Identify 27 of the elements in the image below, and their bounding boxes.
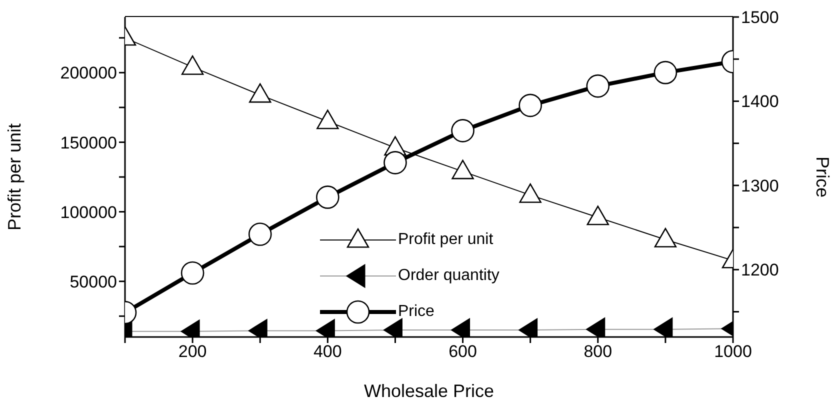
x-tick-label: 600	[448, 342, 477, 362]
point	[654, 60, 678, 84]
y2-tick-label: 1400	[741, 92, 779, 112]
y-tick-label: 100000	[60, 202, 117, 222]
legend-label: Order quantity	[398, 267, 500, 285]
point	[451, 119, 474, 142]
legend-label: Price	[398, 303, 434, 321]
y-tick-label: 200000	[60, 64, 117, 83]
point	[248, 222, 272, 246]
point	[180, 261, 204, 285]
y2-tick-label: 1200	[741, 260, 779, 280]
x-tick-label: 400	[313, 342, 342, 362]
point	[316, 186, 340, 209]
legend-label: Profit per unit	[398, 231, 494, 249]
y-axis-title: Profit per unit	[4, 123, 24, 231]
y2-axis-title: Price	[812, 156, 833, 198]
x-axis-title: Wholesale Price	[364, 381, 494, 401]
point	[384, 151, 407, 174]
y-tick-label: 50000	[70, 272, 117, 292]
x-tick-label: 200	[178, 342, 207, 362]
x-tick-label: 1000	[714, 342, 752, 362]
y-tick-label: 150000	[60, 133, 117, 152]
x-tick-label: 800	[584, 342, 612, 362]
point	[586, 74, 610, 98]
point	[518, 94, 542, 118]
y2-tick-label: 1500	[741, 8, 779, 28]
y2-tick-label: 1300	[741, 176, 779, 196]
